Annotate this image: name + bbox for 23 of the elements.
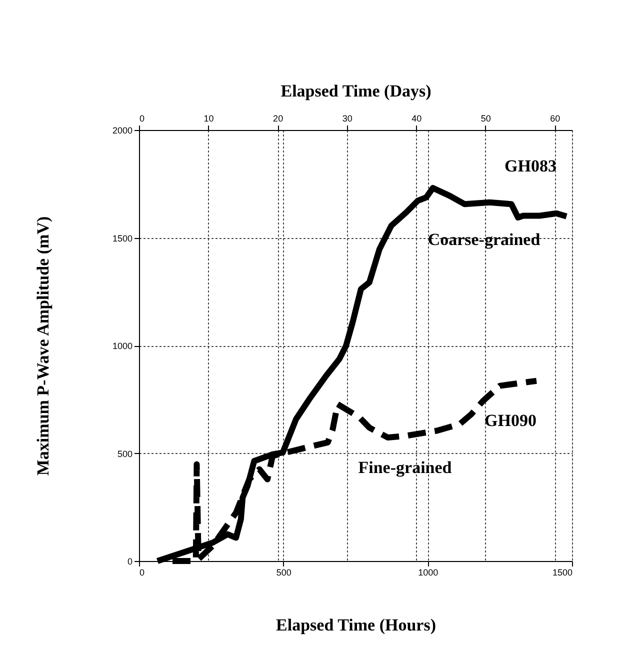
x2-tick-label: 60 — [550, 114, 560, 124]
x2-tick-label: 0 — [140, 114, 145, 124]
series-label: GH090 — [484, 410, 536, 430]
x-tick-label: 1000 — [418, 568, 438, 578]
x-tick-label: 0 — [140, 568, 145, 578]
x-tick-label: 500 — [276, 568, 292, 578]
y-tick-label: 0 — [127, 556, 132, 566]
series-label: GH083 — [504, 156, 557, 176]
annotation: Coarse-grained — [428, 230, 541, 249]
x-axis-title: Elapsed Time (Hours) — [276, 616, 436, 634]
y-axis-title: Maximum P-Wave Amplitude (mV) — [33, 216, 52, 476]
y-tick-label: 1000 — [112, 341, 132, 351]
x2-tick-label: 30 — [342, 114, 352, 124]
y-tick-label: 2000 — [112, 126, 132, 136]
annotation: Fine-grained — [358, 458, 452, 477]
x2-tick-label: 20 — [273, 114, 284, 124]
x2-tick-label: 10 — [204, 114, 214, 124]
x2-axis-title: Elapsed Time (Days) — [280, 82, 432, 100]
x2-tick-label: 50 — [480, 114, 491, 124]
y-tick-label: 500 — [117, 448, 132, 459]
x-tick-label: 1500 — [552, 568, 572, 578]
x2-tick-label: 40 — [412, 114, 422, 124]
y-tick-label: 1500 — [112, 233, 132, 244]
